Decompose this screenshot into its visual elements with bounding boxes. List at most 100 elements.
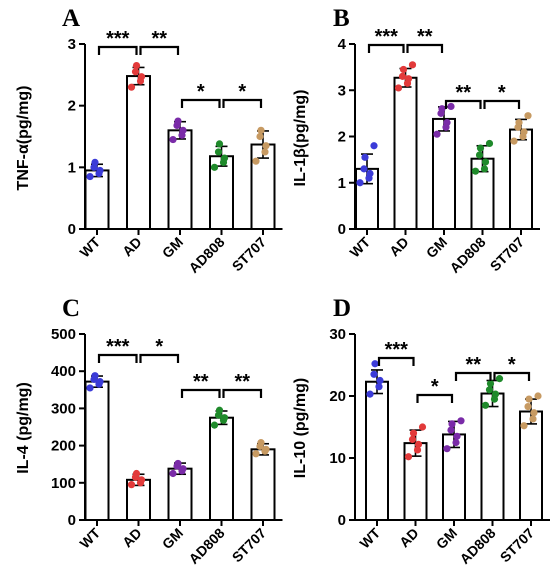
- x-tick-label-wt: WT: [356, 524, 383, 551]
- y-tick-label: 500: [51, 326, 76, 343]
- data-point: [476, 144, 485, 152]
- data-point: [443, 119, 451, 127]
- data-point: [174, 117, 182, 125]
- x-tick-label-ad808: AD808: [185, 525, 227, 567]
- x-tick-label-gm: GM: [159, 234, 186, 261]
- significance-bracket: [377, 356, 415, 366]
- data-point: [256, 132, 264, 141]
- data-point: [404, 453, 413, 461]
- x-tick-label-ad: AD: [119, 234, 145, 260]
- data-point: [215, 140, 224, 148]
- data-point: [262, 445, 270, 453]
- data-point: [485, 139, 494, 148]
- significance-label: *: [498, 82, 506, 104]
- significance-bracket: [444, 99, 482, 109]
- data-point: [252, 450, 260, 458]
- data-point: [486, 380, 495, 388]
- y-tick-label: 10: [329, 450, 346, 467]
- data-point: [127, 481, 136, 489]
- data-point: [96, 378, 104, 386]
- y-tick-label: 100: [51, 475, 76, 492]
- y-tick-label: 0: [338, 221, 346, 238]
- bar-wt: [365, 380, 389, 521]
- data-point: [408, 61, 417, 69]
- significance-label: ***: [375, 26, 399, 48]
- data-point: [86, 172, 94, 181]
- y-tick-label: 0: [68, 512, 76, 529]
- bar-ad808: [480, 392, 505, 521]
- data-point: [370, 370, 378, 378]
- significance-label: ***: [106, 28, 130, 50]
- data-point: [91, 372, 99, 380]
- x-tick-label-ad: AD: [396, 525, 422, 551]
- y-axis-label: IL-1β(pg/mg): [292, 90, 309, 187]
- x-tick-label-wt: WT: [76, 524, 103, 551]
- data-point: [174, 459, 182, 468]
- panel-letter: B: [333, 5, 350, 32]
- significance-label: *: [155, 336, 163, 358]
- significance-label: *: [238, 81, 246, 103]
- y-tick-label: 2: [338, 129, 346, 146]
- data-point: [438, 105, 446, 113]
- y-tick-label: 3: [68, 36, 76, 53]
- x-tick-label-ad808: AD808: [446, 234, 488, 276]
- significance-bracket: [97, 45, 138, 55]
- data-point: [262, 142, 270, 150]
- significance-bracket: [493, 371, 531, 381]
- x-tick-label-wt: WT: [346, 233, 373, 260]
- y-axis-label: IL-10 (pg/mg): [292, 378, 309, 478]
- data-point: [366, 390, 374, 398]
- data-point: [131, 68, 140, 76]
- data-point: [530, 409, 538, 417]
- data-point: [215, 406, 224, 414]
- panel-c: C IL-4 (pg/mg) 0 100 200 300 400 500 WT AD GM AD808…: [15, 295, 283, 567]
- significance-label: ***: [106, 336, 130, 358]
- data-point: [515, 119, 523, 127]
- data-point: [457, 417, 465, 425]
- x-tick-label-st707: ST707: [229, 234, 270, 275]
- y-tick-label: 200: [51, 438, 76, 455]
- bar-ad: [393, 76, 418, 230]
- data-point: [524, 112, 532, 120]
- data-point: [520, 128, 528, 136]
- significance-bracket: [139, 353, 180, 363]
- y-tick-label: 300: [51, 400, 76, 417]
- y-tick-label: 2: [68, 98, 76, 115]
- y-tick-label: 3: [338, 82, 346, 99]
- y-tick-label: 30: [329, 326, 346, 343]
- data-point: [480, 165, 489, 173]
- data-point: [447, 102, 455, 111]
- data-point: [443, 445, 451, 453]
- x-tick-label-gm: GM: [423, 234, 450, 261]
- data-point: [96, 166, 104, 175]
- data-point: [257, 126, 265, 134]
- data-point: [453, 432, 461, 440]
- significance-label: *: [431, 376, 439, 398]
- data-point: [366, 169, 374, 178]
- bar-ad808: [209, 416, 234, 522]
- y-tick-label: 0: [338, 512, 346, 529]
- data-point: [210, 163, 219, 171]
- significance-bracket: [180, 388, 221, 398]
- y-tick-label: 0: [68, 221, 76, 238]
- data-point: [524, 402, 532, 411]
- y-tick-label: 4: [338, 36, 347, 53]
- bar-st707: [250, 448, 276, 522]
- data-point: [220, 414, 229, 422]
- data-point: [452, 438, 460, 447]
- significance-label: **: [234, 371, 250, 393]
- x-tick-label-st707: ST707: [229, 525, 270, 566]
- bar-gm: [167, 129, 193, 230]
- bar-ad: [126, 75, 151, 230]
- data-point: [137, 476, 146, 484]
- data-point: [520, 422, 528, 430]
- significance-bracket: [454, 371, 492, 381]
- panel-letter: D: [333, 295, 351, 322]
- significance-label: *: [197, 81, 205, 103]
- y-tick-label: 20: [329, 388, 346, 405]
- data-point: [448, 420, 456, 428]
- data-point: [370, 142, 378, 150]
- panel-letter: C: [62, 295, 80, 322]
